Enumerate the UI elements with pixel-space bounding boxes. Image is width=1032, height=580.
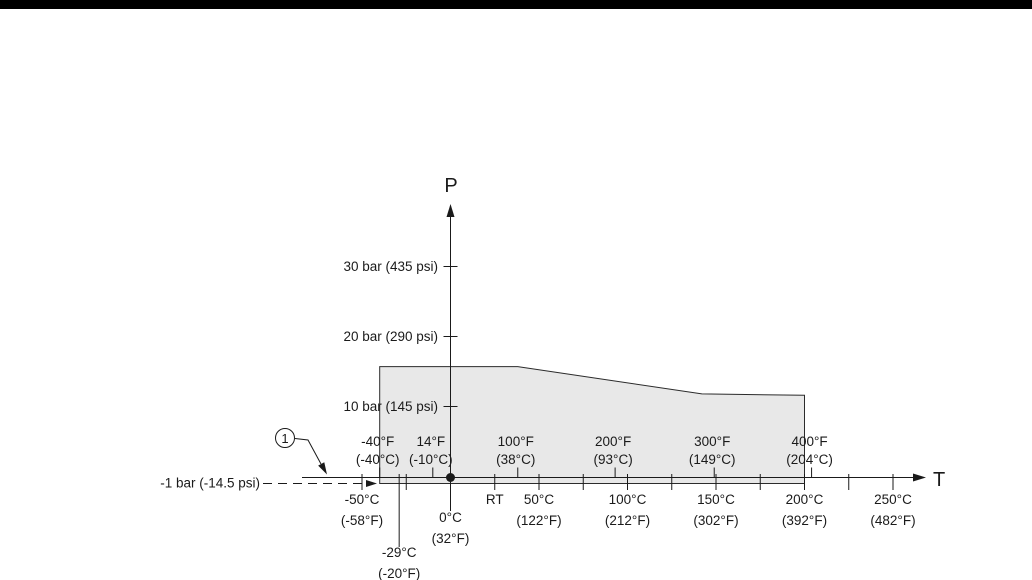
temp-label-celsius-secondary: (-58°F): [341, 513, 383, 528]
vacuum-line-arrowhead: [366, 480, 377, 487]
temp-label-fahrenheit-secondary: (-10°C): [409, 452, 453, 467]
temp-label-celsius: 250°C: [874, 492, 912, 507]
temp-label-celsius-secondary: (122°F): [516, 513, 561, 528]
callout-1-leader-line: [294, 438, 322, 465]
temp-label-fahrenheit: 14°F: [416, 434, 445, 449]
origin-reference-dot: [446, 473, 455, 482]
temp-label-celsius: 150°C: [697, 492, 735, 507]
t-axis-label: T: [933, 469, 945, 491]
temp-label-fahrenheit-secondary: (38°C): [496, 452, 535, 467]
temp-label-celsius-secondary: (482°F): [870, 513, 915, 528]
temp-label-fahrenheit: 400°F: [791, 434, 827, 449]
temp-label-fahrenheit-secondary: (-40°C): [356, 452, 400, 467]
p-axis-label: P: [444, 175, 457, 197]
temp-label-celsius-secondary: (212°F): [605, 513, 650, 528]
vacuum-level-label: -1 bar (-14.5 psi): [160, 476, 260, 491]
callout-1-number: 1: [281, 431, 288, 446]
callout-1-arrowhead: [318, 462, 327, 475]
temp-label-celsius: 0°C: [439, 510, 462, 525]
temp-label-celsius: 50°C: [524, 492, 554, 507]
temp-label-fahrenheit: 200°F: [595, 434, 631, 449]
temp-label-celsius-secondary: (-20°F): [378, 566, 420, 580]
temp-label-fahrenheit: -40°F: [361, 434, 394, 449]
pressure-tick-label: 30 bar (435 psi): [343, 259, 438, 274]
temp-label-fahrenheit-secondary: (149°C): [689, 452, 736, 467]
temp-label-celsius: -50°C: [345, 492, 380, 507]
callout-1-circle: [275, 428, 295, 448]
temp-label-celsius-secondary: (302°F): [693, 513, 738, 528]
temp-label-celsius-secondary: (32°F): [432, 531, 470, 546]
temp-label-celsius: RT: [486, 492, 504, 507]
top-border-rule: [0, 0, 1032, 9]
temp-label-fahrenheit-secondary: (93°C): [594, 452, 633, 467]
temp-label-celsius-secondary: (392°F): [782, 513, 827, 528]
t-axis-arrowhead: [913, 473, 926, 482]
temp-label-fahrenheit: 300°F: [694, 434, 730, 449]
pressure-tick-label: 10 bar (145 psi): [343, 399, 438, 414]
temp-label-celsius: -29°C: [382, 545, 417, 560]
temp-label-celsius: 200°C: [786, 492, 824, 507]
pressure-tick-label: 20 bar (290 psi): [343, 329, 438, 344]
p-axis-arrowhead: [446, 204, 455, 217]
temp-label-celsius: 100°C: [609, 492, 647, 507]
temp-label-fahrenheit: 100°F: [498, 434, 534, 449]
temp-label-fahrenheit-secondary: (204°C): [786, 452, 833, 467]
